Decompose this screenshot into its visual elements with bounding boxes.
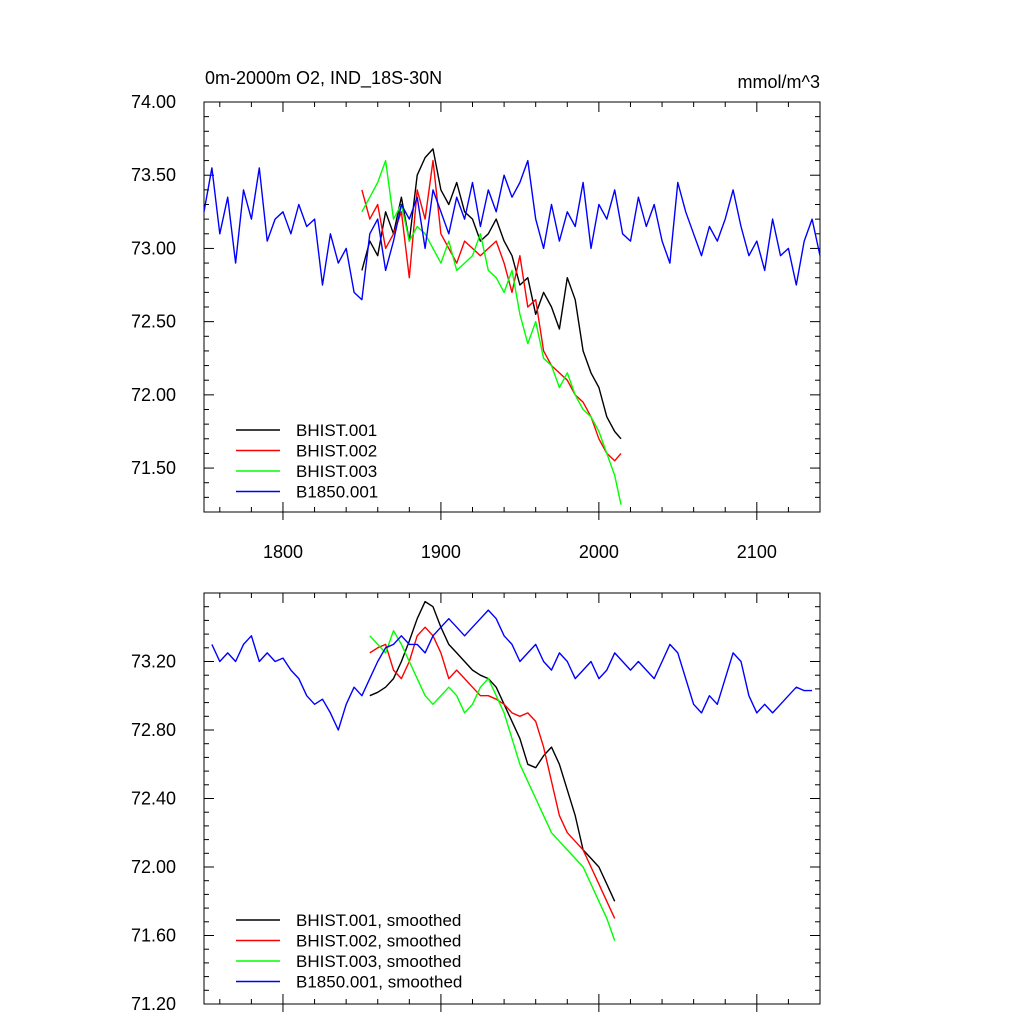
series-line-1	[361, 159, 622, 462]
legend-label: BHIST.003, smoothed	[296, 952, 461, 971]
bottom-plot-area: 71.20 71.60 72.00 72.40 72.80 73.20 BHIST.001,…	[131, 592, 821, 1014]
y-tick-label: 73.50	[131, 165, 176, 185]
legend-label: BHIST.002, smoothed	[296, 932, 461, 951]
series-line-0	[361, 148, 622, 440]
legend-label: BHIST.002	[296, 442, 377, 461]
legend-label: BHIST.001	[296, 421, 377, 440]
series-line-3	[211, 609, 813, 731]
y-tick-label: 72.00	[131, 857, 176, 877]
y-tick-label: 72.00	[131, 385, 176, 405]
x-tick-label: 2000	[579, 542, 619, 562]
bottom-panel: 71.20 71.60 72.00 72.40 72.80 73.20 BHIST.001,…	[131, 592, 821, 1014]
y-tick-label: 71.20	[131, 994, 176, 1014]
y-tick-label: 71.50	[131, 458, 176, 478]
series-line-3	[203, 159, 821, 301]
y-tick-label: 72.80	[131, 720, 176, 740]
top-panel-title: 0m-2000m O2, IND_18S-30N	[205, 68, 442, 89]
series-line-2	[369, 630, 616, 941]
top-panel-units: mmol/m^3	[738, 72, 820, 92]
series-line-2	[361, 159, 622, 505]
y-tick-label: 72.40	[131, 789, 176, 809]
top-plot-area: 1800 1900 2000 2100 71.50 72.00 72.50 73.00 73.5…	[131, 92, 821, 562]
top-panel: 0m-2000m O2, IND_18S-30N mmol/m^3 1800 19…	[131, 68, 821, 562]
y-tick-label: 74.00	[131, 92, 176, 112]
y-tick-label: 72.50	[131, 312, 176, 332]
y-tick-label: 73.00	[131, 238, 176, 258]
x-tick-label: 1900	[421, 542, 461, 562]
legend-label: BHIST.003	[296, 462, 377, 481]
series-line-0	[369, 600, 616, 902]
y-tick-label: 73.20	[131, 652, 176, 672]
x-tick-label: 1800	[263, 542, 303, 562]
legend-label: B1850.001, smoothed	[296, 973, 462, 992]
legend-label: BHIST.001, smoothed	[296, 911, 461, 930]
x-tick-label: 2100	[737, 542, 777, 562]
y-tick-label: 71.60	[131, 926, 176, 946]
legend-label: B1850.001	[296, 483, 378, 502]
series-line-1	[369, 626, 616, 919]
